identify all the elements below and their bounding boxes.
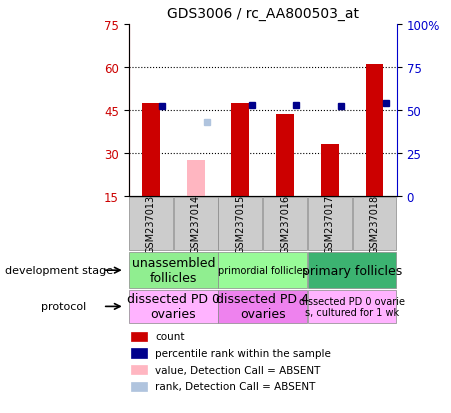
Bar bbox=[321, 145, 339, 196]
Text: dissected PD 4
ovaries: dissected PD 4 ovaries bbox=[216, 293, 309, 320]
Text: GSM237014: GSM237014 bbox=[191, 195, 201, 254]
Text: GSM237016: GSM237016 bbox=[280, 195, 290, 254]
Text: protocol: protocol bbox=[41, 301, 86, 312]
Bar bbox=[131, 382, 147, 391]
Text: GSM237017: GSM237017 bbox=[325, 195, 335, 254]
Text: primordial follicles: primordial follicles bbox=[218, 266, 308, 275]
Text: unassembled
follicles: unassembled follicles bbox=[132, 256, 215, 285]
Bar bbox=[308, 253, 396, 288]
Bar bbox=[308, 290, 396, 323]
Bar bbox=[366, 65, 383, 196]
Bar bbox=[131, 365, 147, 374]
Text: percentile rank within the sample: percentile rank within the sample bbox=[155, 348, 331, 358]
Text: dissected PD 0 ovarie
s, cultured for 1 wk: dissected PD 0 ovarie s, cultured for 1 … bbox=[299, 296, 405, 318]
Bar bbox=[129, 197, 173, 251]
Bar bbox=[129, 253, 217, 288]
Bar bbox=[218, 197, 262, 251]
Bar bbox=[353, 197, 396, 251]
Bar bbox=[308, 197, 352, 251]
Bar bbox=[131, 332, 147, 341]
Bar bbox=[174, 197, 217, 251]
Text: count: count bbox=[155, 332, 185, 342]
Text: GSM237018: GSM237018 bbox=[369, 195, 380, 254]
Bar bbox=[142, 103, 160, 196]
Text: development stage: development stage bbox=[5, 266, 113, 275]
Text: value, Detection Call = ABSENT: value, Detection Call = ABSENT bbox=[155, 365, 321, 375]
Text: dissected PD 0
ovaries: dissected PD 0 ovaries bbox=[127, 293, 220, 320]
Bar bbox=[187, 161, 205, 196]
Title: GDS3006 / rc_AA800503_at: GDS3006 / rc_AA800503_at bbox=[167, 7, 359, 21]
Bar bbox=[263, 197, 307, 251]
Bar bbox=[131, 349, 147, 358]
Bar bbox=[231, 103, 249, 196]
Bar bbox=[276, 115, 294, 196]
Text: rank, Detection Call = ABSENT: rank, Detection Call = ABSENT bbox=[155, 381, 316, 391]
Text: primary follicles: primary follicles bbox=[302, 264, 402, 277]
Bar bbox=[218, 290, 307, 323]
Text: GSM237015: GSM237015 bbox=[235, 195, 245, 254]
Bar bbox=[129, 290, 217, 323]
Bar bbox=[218, 253, 307, 288]
Text: GSM237013: GSM237013 bbox=[146, 195, 156, 254]
